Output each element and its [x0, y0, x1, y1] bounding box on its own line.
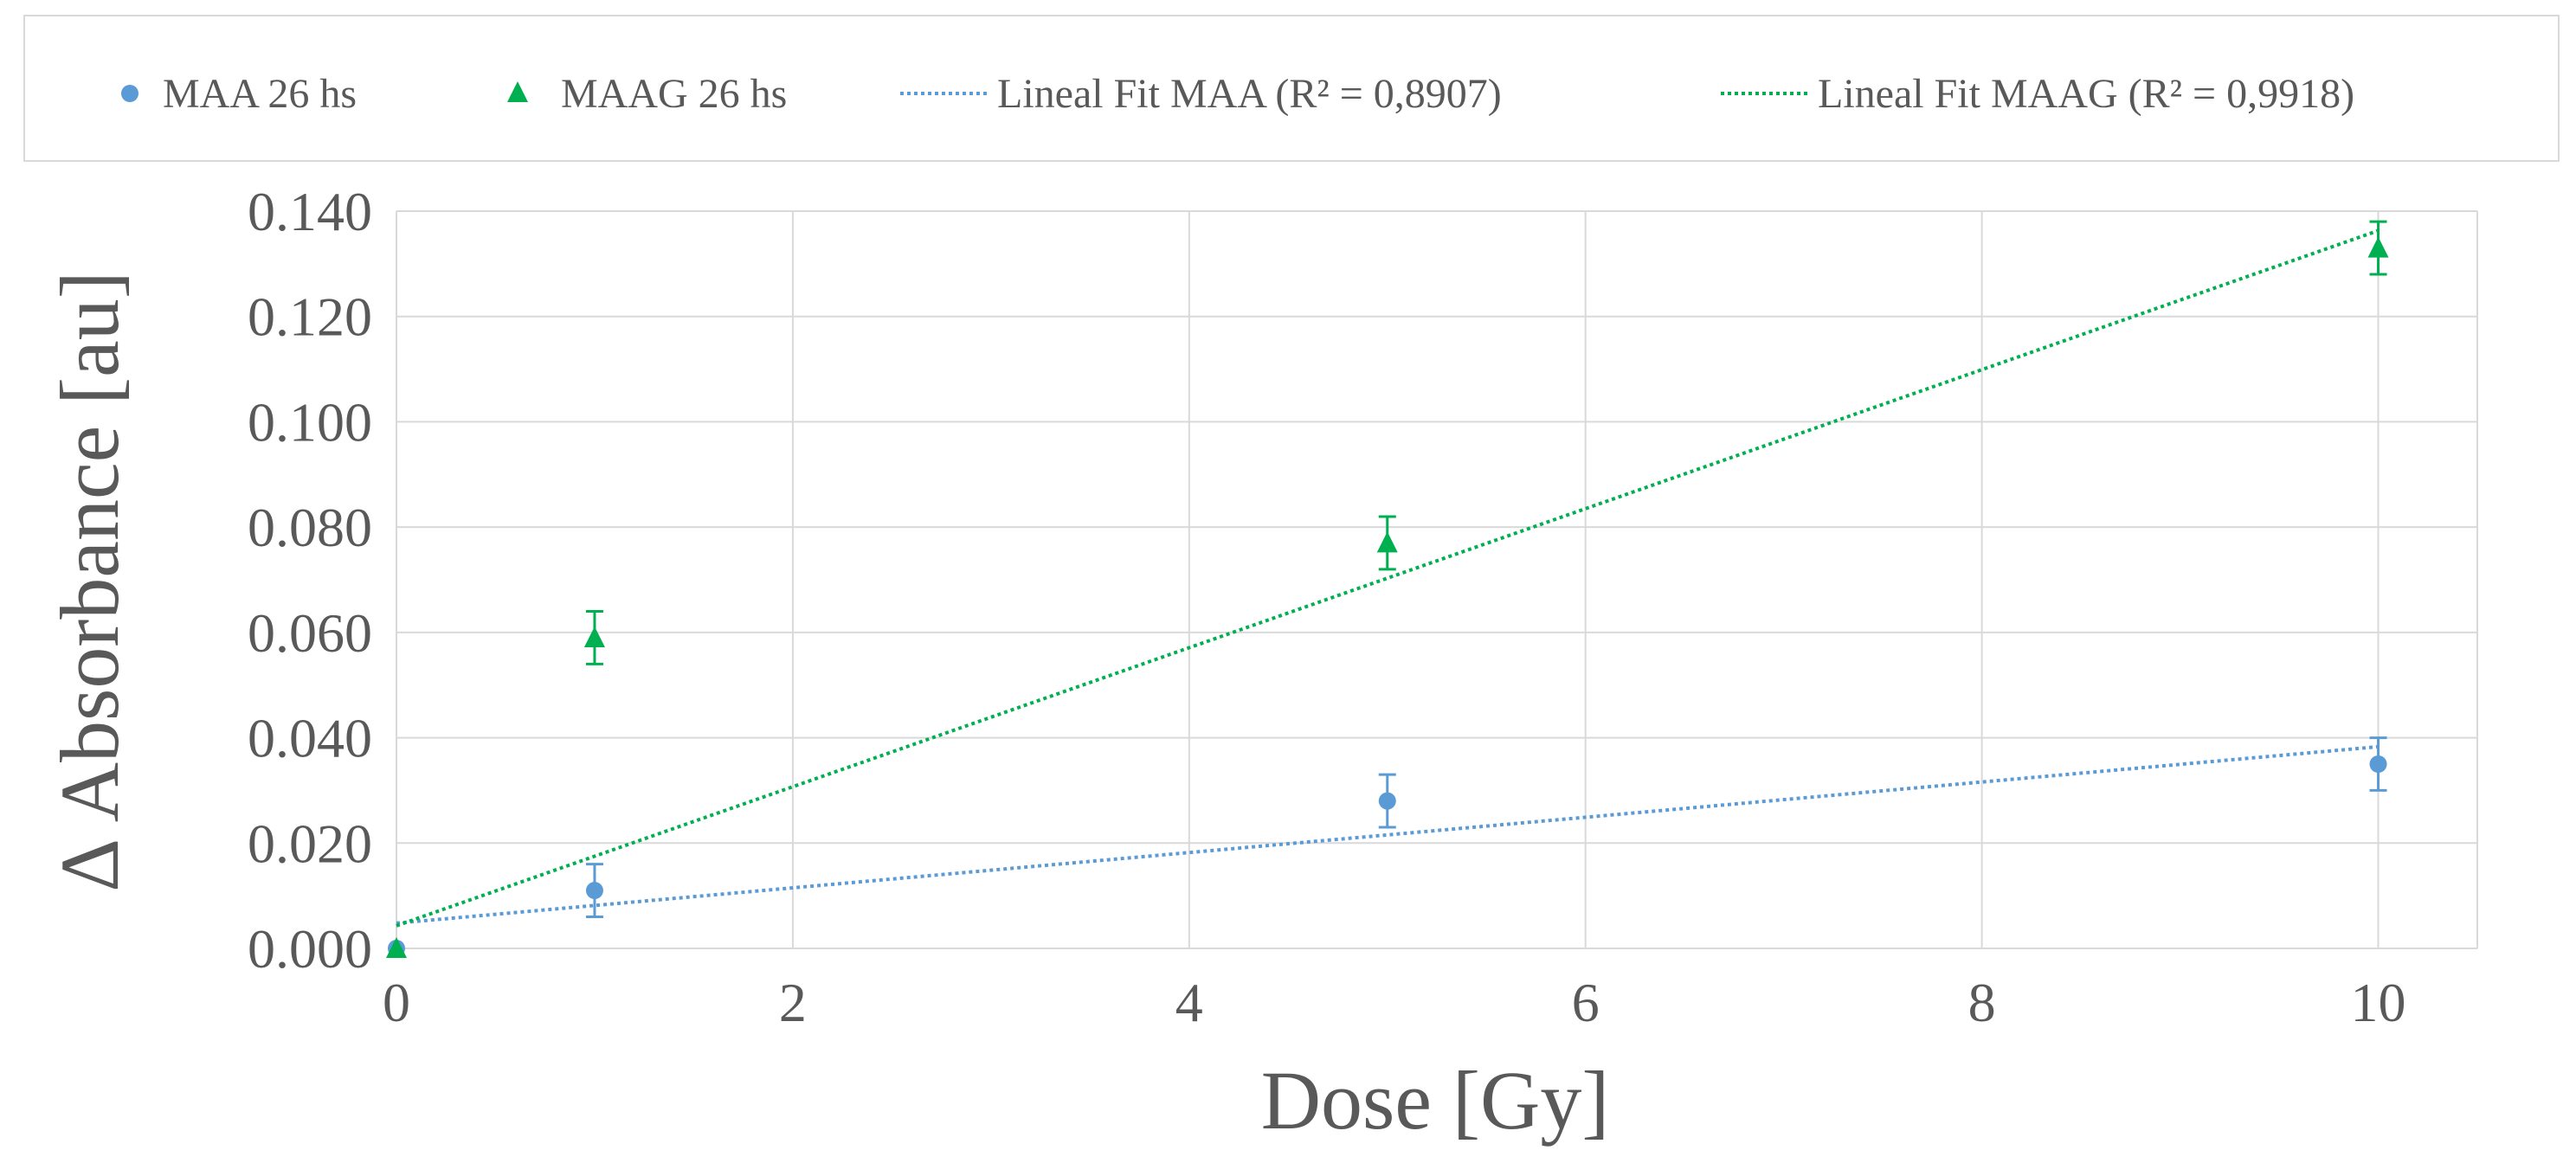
legend-marker-maa: [121, 85, 138, 102]
x-tick-label-5: 10: [2351, 972, 2406, 1033]
x-tick-label-2: 4: [1175, 972, 1203, 1033]
y-tick-label-7: 0.140: [248, 181, 372, 242]
y-tick-label-0: 0.000: [248, 918, 372, 980]
x-axis-ticks: 0 2 4 6 8 10: [383, 972, 2406, 1033]
legend-label-maag: MAAG 26 hs: [561, 71, 787, 117]
x-tick-label-0: 0: [383, 972, 410, 1033]
gridlines: [396, 210, 2478, 949]
fit-lines: [396, 228, 2380, 928]
point-maag-2: [1376, 531, 1398, 553]
legend: MAA 26 hs MAAG 26 hs Lineal Fit MAA (R² …: [23, 15, 2560, 162]
y-tick-label-2: 0.040: [248, 708, 372, 769]
y-tick-label-1: 0.020: [248, 813, 372, 874]
point-maa-2: [1378, 792, 1396, 810]
y-tick-label-6: 0.120: [248, 286, 372, 348]
data-points: [386, 236, 2389, 958]
x-tick-label-4: 8: [1968, 972, 1996, 1033]
point-maag-1: [583, 626, 605, 647]
legend-label-fit-maa: Lineal Fit MAA (R² = 0,8907): [997, 71, 1502, 117]
point-maa-3: [2369, 755, 2387, 773]
legend-label-fit-maag: Lineal Fit MAAG (R² = 0,9918): [1818, 71, 2354, 117]
point-maag-0: [386, 937, 407, 958]
y-axis-ticks: 0.000 0.020 0.040 0.060 0.080 0.100 0.120 0.140: [248, 181, 372, 980]
legend-box: [23, 15, 2560, 162]
y-tick-label-4: 0.080: [248, 497, 372, 558]
y-axis-title: Δ Absorbance [au]: [43, 271, 136, 891]
legend-label-maa: MAA 26 hs: [163, 71, 357, 117]
x-tick-label-1: 2: [779, 972, 807, 1033]
x-tick-label-3: 6: [1572, 972, 1600, 1033]
y-tick-label-5: 0.100: [248, 391, 372, 453]
point-maa-1: [585, 882, 603, 900]
fit-line-maa: [396, 744, 2379, 925]
error-bars: [585, 220, 2387, 918]
x-axis-title: Dose [Gy]: [1261, 1054, 1610, 1147]
point-maag-3: [2367, 236, 2389, 258]
legend-marker-maag: [507, 81, 528, 102]
y-tick-label-3: 0.060: [248, 602, 372, 664]
